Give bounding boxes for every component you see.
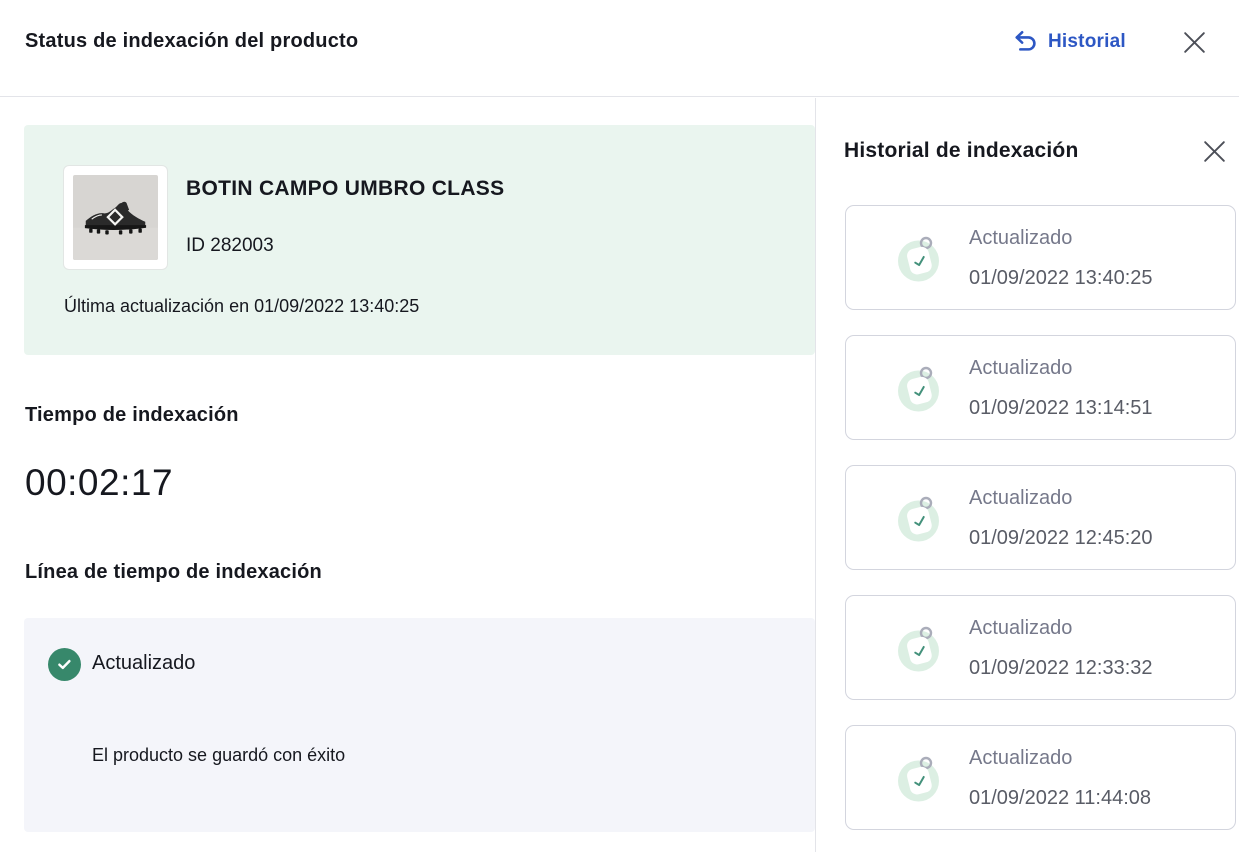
timeline-status: Actualizado (92, 652, 196, 674)
entry-timestamp: 01/09/2022 11:44:08 (969, 787, 1152, 809)
entry-status: Actualizado (969, 357, 1073, 379)
entry-status: Actualizado (969, 487, 1073, 509)
entry-timestamp: 01/09/2022 12:33:32 (969, 657, 1153, 679)
soccer-boot-photo (73, 175, 158, 260)
indexing-time-heading: Tiempo de indexación (25, 404, 239, 426)
product-id: ID 282003 (186, 235, 274, 256)
entry-timestamp: 01/09/2022 13:40:25 (969, 267, 1153, 289)
page-title: Status de indexación del producto (25, 30, 359, 52)
history-entry-card[interactable]: Actualizado 01/09/2022 13:40:25 (845, 205, 1236, 310)
close-icon (1203, 140, 1225, 162)
history-link-label: Historial (1048, 30, 1126, 52)
timeline-heading: Línea de tiempo de indexación (25, 561, 322, 583)
timeline-message: El producto se guardó con éxito (92, 745, 346, 765)
entry-timestamp: 01/09/2022 13:14:51 (969, 397, 1153, 419)
product-name: BOTIN CAMPO UMBRO CLASS (186, 177, 505, 200)
history-panel-title: Historial de indexación (844, 139, 1079, 162)
history-panel-close-button[interactable] (1200, 137, 1228, 165)
modal-header: Status de indexación del producto Histor… (0, 0, 1239, 97)
tag-check-icon (898, 366, 939, 412)
indexing-time-value: 00:02:17 (25, 462, 174, 503)
tag-check-icon (898, 496, 939, 542)
check-icon (58, 659, 71, 670)
tag-check-icon (898, 626, 939, 672)
modal-close-button[interactable] (1180, 28, 1208, 56)
tag-check-icon (898, 236, 939, 282)
undo-arrow-icon (1015, 30, 1036, 51)
entry-timestamp: 01/09/2022 12:45:20 (969, 527, 1153, 549)
last-update-text: Última actualización en 01/09/2022 13:40… (64, 296, 420, 316)
product-summary-card: BOTIN CAMPO UMBRO CLASS ID 282003 Última… (24, 125, 815, 355)
product-image (64, 166, 167, 269)
entry-status: Actualizado (969, 617, 1073, 639)
tag-check-icon (898, 756, 939, 802)
entry-status: Actualizado (969, 227, 1073, 249)
history-link[interactable]: Historial (1012, 28, 1126, 55)
history-entry-card[interactable]: Actualizado 01/09/2022 13:14:51 (845, 335, 1236, 440)
entry-status: Actualizado (969, 747, 1073, 769)
history-entry-card[interactable]: Actualizado 01/09/2022 12:45:20 (845, 465, 1236, 570)
main-content: BOTIN CAMPO UMBRO CLASS ID 282003 Última… (0, 98, 815, 852)
history-entries-list: Actualizado 01/09/2022 13:40:25 Actualiz… (845, 205, 1236, 852)
history-panel: Historial de indexación Actualizado 01/0… (815, 98, 1239, 852)
history-entry-card[interactable]: Actualizado 01/09/2022 12:33:32 (845, 595, 1236, 700)
timeline-card: Actualizado El producto se guardó con éx… (24, 618, 815, 832)
history-entry-card[interactable]: Actualizado 01/09/2022 11:44:08 (845, 725, 1236, 830)
close-icon (1183, 31, 1205, 53)
success-check-icon (48, 648, 81, 681)
